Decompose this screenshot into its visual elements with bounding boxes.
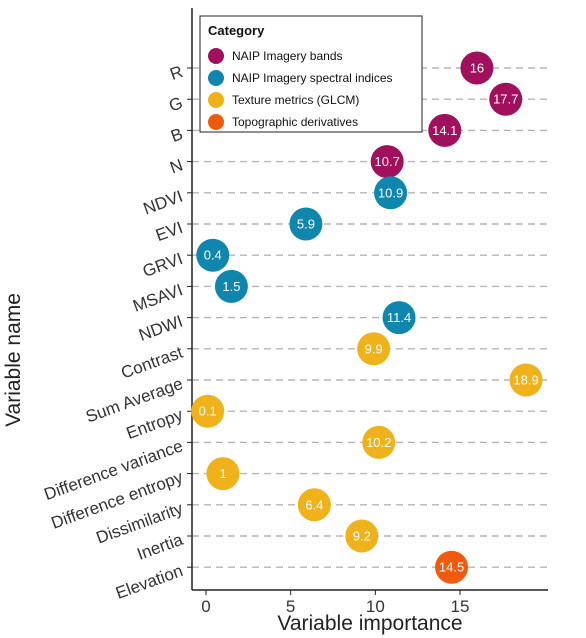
data-point-marker [489, 82, 523, 116]
data-point-marker [214, 269, 248, 303]
x-axis-title: Variable importance [277, 612, 462, 635]
data-point-label: 1 [219, 466, 226, 481]
data-point-marker [362, 425, 396, 459]
legend-swatch [208, 114, 224, 130]
data-point-label: 0.1 [199, 404, 217, 419]
data-point: 14.5 [435, 550, 469, 584]
y-tick-label: G [166, 93, 185, 115]
data-point-label: 9.9 [365, 341, 383, 356]
x-tick-label: 10 [366, 597, 385, 616]
data-point-marker [345, 519, 379, 553]
data-point-marker [289, 207, 323, 241]
data-point-marker [370, 145, 404, 179]
data-point-marker [196, 238, 230, 272]
legend-entry: Topographic derivatives [208, 114, 358, 130]
y-tick-label: R [167, 62, 185, 84]
x-axis-ticks: 0 5 10 15 [201, 590, 469, 616]
y-tick-label: EVI [153, 218, 185, 245]
legend-title: Category [208, 23, 265, 38]
data-points: 16 17.7 14.1 10.7 10.9 5.9 0.4 1.5 11.4 9.9 18.9 0.… [191, 51, 543, 584]
data-point-label: 5.9 [297, 217, 315, 232]
y-tick-label: MSAVI [130, 280, 185, 316]
data-point-marker [374, 176, 408, 210]
data-point-label: 14.5 [439, 560, 464, 575]
legend-entry: NAIP Imagery bands [208, 48, 343, 64]
data-point: 17.7 [489, 82, 523, 116]
y-tick-label: NDWI [136, 312, 185, 345]
y-tick-label: B [168, 124, 185, 146]
data-point: 14.1 [428, 113, 462, 147]
y-axis-title: Variable name [2, 293, 25, 427]
data-point-label: 11.4 [387, 310, 411, 325]
y-tick-label: NDVI [141, 187, 186, 219]
data-point-marker [191, 394, 225, 428]
data-point: 5.9 [289, 207, 323, 241]
legend-swatch [208, 70, 224, 86]
y-tick-label: N [167, 156, 185, 178]
data-point: 1.5 [214, 269, 248, 303]
data-point: 16 [460, 51, 494, 85]
data-point-label: 16 [470, 61, 484, 76]
data-point: 11.4 [382, 301, 416, 335]
data-point-marker [428, 113, 462, 147]
legend-entry: NAIP Imagery spectral indices [208, 70, 393, 86]
data-point: 1 [206, 457, 240, 491]
data-point-marker [206, 457, 240, 491]
data-point: 10.9 [374, 176, 408, 210]
y-tick-label: GRVI [140, 249, 185, 281]
data-point-label: 1.5 [222, 279, 240, 294]
legend-box [199, 15, 423, 133]
data-point: 9.2 [345, 519, 379, 553]
data-point-marker [460, 51, 494, 85]
data-point-marker [435, 550, 469, 584]
legend-entry: Texture metrics (GLCM) [208, 92, 359, 108]
data-point: 6.4 [297, 488, 331, 522]
data-point-marker [297, 488, 331, 522]
legend-swatch [208, 48, 224, 64]
data-point: 0.4 [196, 238, 230, 272]
x-tick-label: 0 [201, 597, 210, 616]
data-point-label: 10.9 [378, 185, 403, 200]
data-point-label: 0.4 [204, 248, 222, 263]
x-tick-label: 15 [451, 597, 470, 616]
y-tick-label: Elevation [113, 561, 185, 603]
x-tick-label: 5 [286, 597, 295, 616]
data-point: 9.9 [357, 332, 391, 366]
data-point-marker [357, 332, 391, 366]
data-point: 0.1 [191, 394, 225, 428]
data-point-label: 9.2 [353, 529, 371, 544]
legend-entries: NAIP Imagery bands NAIP Imagery spectral … [208, 48, 393, 130]
data-point-label: 17.7 [493, 92, 518, 107]
legend-label: NAIP Imagery bands [232, 49, 343, 63]
data-point-label: 10.2 [366, 435, 391, 450]
legend-swatch [208, 92, 224, 108]
data-point-label: 18.9 [513, 373, 538, 388]
data-point-label: 10.7 [375, 154, 400, 169]
data-point-label: 6.4 [305, 497, 323, 512]
data-point: 10.7 [370, 145, 404, 179]
data-point-label: 14.1 [432, 123, 457, 138]
legend-label: NAIP Imagery spectral indices [232, 71, 393, 85]
y-tick-label: Inertia [134, 530, 185, 564]
data-point-marker [382, 301, 416, 335]
data-point-marker [509, 363, 543, 397]
legend-label: Texture metrics (GLCM) [232, 93, 359, 107]
data-point: 18.9 [509, 363, 543, 397]
gridlines [192, 67, 548, 568]
data-point: 10.2 [362, 425, 396, 459]
legend-label: Topographic derivatives [232, 115, 358, 129]
